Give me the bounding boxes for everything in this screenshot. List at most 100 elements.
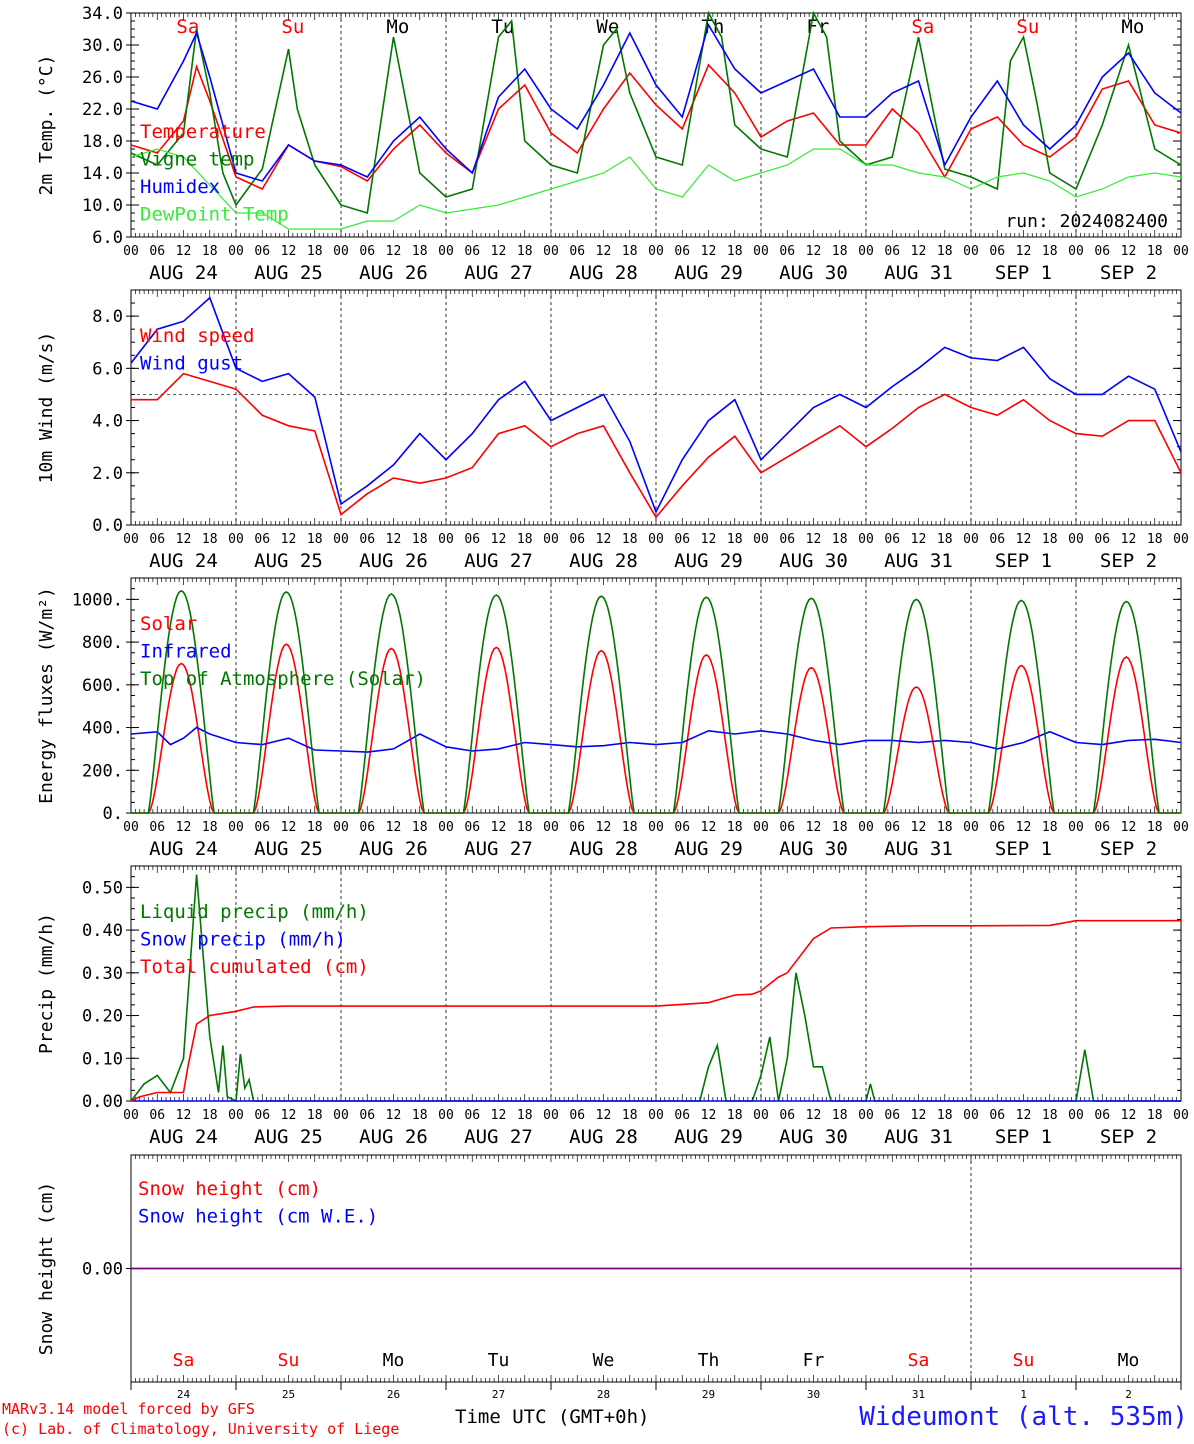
- hour-tick-label: 00: [333, 1108, 349, 1123]
- hour-tick-label: 06: [989, 820, 1005, 835]
- date-label: SEP 1: [995, 838, 1052, 860]
- hour-tick-label: 06: [254, 1108, 270, 1123]
- hour-tick-label: 06: [359, 532, 375, 547]
- hour-tick-label: 12: [806, 820, 822, 835]
- y-tick-label: 6.0: [92, 359, 123, 379]
- hour-tick-label: 00: [333, 532, 349, 547]
- date-label: SEP 2: [1100, 1126, 1157, 1148]
- hour-tick-label: 00: [648, 532, 664, 547]
- hour-tick-label: 12: [386, 244, 402, 259]
- hour-tick-label: 12: [491, 820, 507, 835]
- day-label: Tu: [488, 1350, 510, 1371]
- hour-tick-label: 12: [491, 532, 507, 547]
- hour-tick-label: 12: [1121, 244, 1137, 259]
- date-label: AUG 29: [674, 838, 743, 860]
- hour-tick-label: 00: [963, 820, 979, 835]
- hour-tick-label: 00: [1173, 244, 1189, 259]
- date-label: AUG 26: [359, 838, 428, 860]
- hour-tick-label: 12: [911, 820, 927, 835]
- hour-tick-label: 18: [307, 820, 323, 835]
- hour-tick-label: 12: [1016, 1108, 1032, 1123]
- y-tick-label: 4.0: [92, 412, 123, 432]
- series-line: [130, 148, 1182, 230]
- hour-tick-label: 18: [307, 244, 323, 259]
- hour-tick-label: 00: [1173, 820, 1189, 835]
- date-label: AUG 26: [359, 1126, 428, 1148]
- legend-entry: Solar: [140, 613, 197, 635]
- hour-tick-label: 00: [648, 244, 664, 259]
- hour-tick-label: 18: [832, 1108, 848, 1123]
- date-label: AUG 24: [149, 262, 218, 284]
- hour-tick-label: 12: [491, 1108, 507, 1123]
- legend-entry: Top of Atmosphere (Solar): [140, 668, 426, 690]
- hour-tick-label: 18: [412, 244, 428, 259]
- hour-tick-label: 18: [727, 820, 743, 835]
- day-label: Mo: [383, 1350, 405, 1371]
- hour-tick-label: 12: [1016, 532, 1032, 547]
- hour-tick-label: 00: [333, 820, 349, 835]
- hour-tick-label: 06: [884, 244, 900, 259]
- date-label: AUG 26: [359, 550, 428, 572]
- hour-tick-label: 12: [701, 820, 717, 835]
- y-tick-label: 0.00: [82, 1260, 123, 1280]
- hour-tick-label: 06: [569, 820, 585, 835]
- hour-tick-label: 00: [858, 532, 874, 547]
- legend-entry: Snow height (cm): [138, 1178, 321, 1200]
- hour-tick-label: 12: [281, 244, 297, 259]
- y-tick-label: 0.50: [82, 878, 123, 898]
- y-tick-label: 0.0: [92, 516, 123, 536]
- date-label: AUG 31: [884, 838, 953, 860]
- legend-entry: Temperature: [140, 121, 266, 143]
- day-number-label: 27: [492, 1388, 505, 1401]
- date-label: AUG 29: [674, 550, 743, 572]
- day-label: Mo: [386, 16, 409, 38]
- date-label: AUG 31: [884, 550, 953, 572]
- hour-tick-label: 18: [517, 1108, 533, 1123]
- hour-tick-label: 18: [1147, 532, 1163, 547]
- date-label: AUG 27: [464, 262, 533, 284]
- hour-tick-label: 12: [596, 1108, 612, 1123]
- hour-tick-label: 12: [281, 820, 297, 835]
- hour-tick-label: 06: [779, 244, 795, 259]
- date-label: AUG 24: [149, 838, 218, 860]
- hour-tick-label: 12: [806, 1108, 822, 1123]
- date-label: AUG 28: [569, 550, 638, 572]
- hour-tick-label: 00: [543, 532, 559, 547]
- hour-tick-label: 06: [569, 532, 585, 547]
- day-number-label: 1: [1020, 1388, 1027, 1401]
- hour-tick-label: 06: [569, 244, 585, 259]
- date-label: AUG 25: [254, 550, 323, 572]
- legend-entry: Snow height (cm W.E.): [138, 1206, 378, 1228]
- station-title: Wideumont (alt. 535m): [859, 1402, 1188, 1432]
- run-annotation: run: 2024082400: [1005, 211, 1168, 232]
- hour-tick-label: 00: [1173, 532, 1189, 547]
- hour-tick-label: 12: [911, 1108, 927, 1123]
- date-label: SEP 2: [1100, 550, 1157, 572]
- hour-tick-label: 00: [963, 1108, 979, 1123]
- day-number-label: 31: [912, 1388, 925, 1401]
- date-label: SEP 1: [995, 262, 1052, 284]
- day-label: Su: [281, 16, 304, 38]
- legend-entry: Total cumulated (cm): [140, 956, 369, 978]
- day-label: Sa: [176, 16, 199, 38]
- hour-tick-label: 18: [202, 820, 218, 835]
- hour-tick-label: 12: [806, 244, 822, 259]
- day-number-label: 24: [177, 1388, 191, 1401]
- hour-tick-label: 18: [622, 244, 638, 259]
- y-tick-label: 0.10: [82, 1049, 123, 1069]
- hour-tick-label: 06: [464, 1108, 480, 1123]
- legend-entry: Humidex: [140, 176, 220, 198]
- hour-tick-label: 00: [753, 820, 769, 835]
- hour-tick-label: 06: [1094, 532, 1110, 547]
- hour-tick-label: 12: [491, 244, 507, 259]
- hour-tick-label: 06: [149, 244, 165, 259]
- hour-tick-label: 06: [1094, 1108, 1110, 1123]
- hour-tick-label: 06: [674, 1108, 690, 1123]
- hour-tick-label: 06: [884, 820, 900, 835]
- hour-tick-label: 12: [701, 1108, 717, 1123]
- hour-tick-label: 12: [386, 1108, 402, 1123]
- y-tick-label: 0.: [103, 804, 123, 824]
- hour-tick-label: 12: [911, 532, 927, 547]
- hour-tick-label: 18: [937, 244, 953, 259]
